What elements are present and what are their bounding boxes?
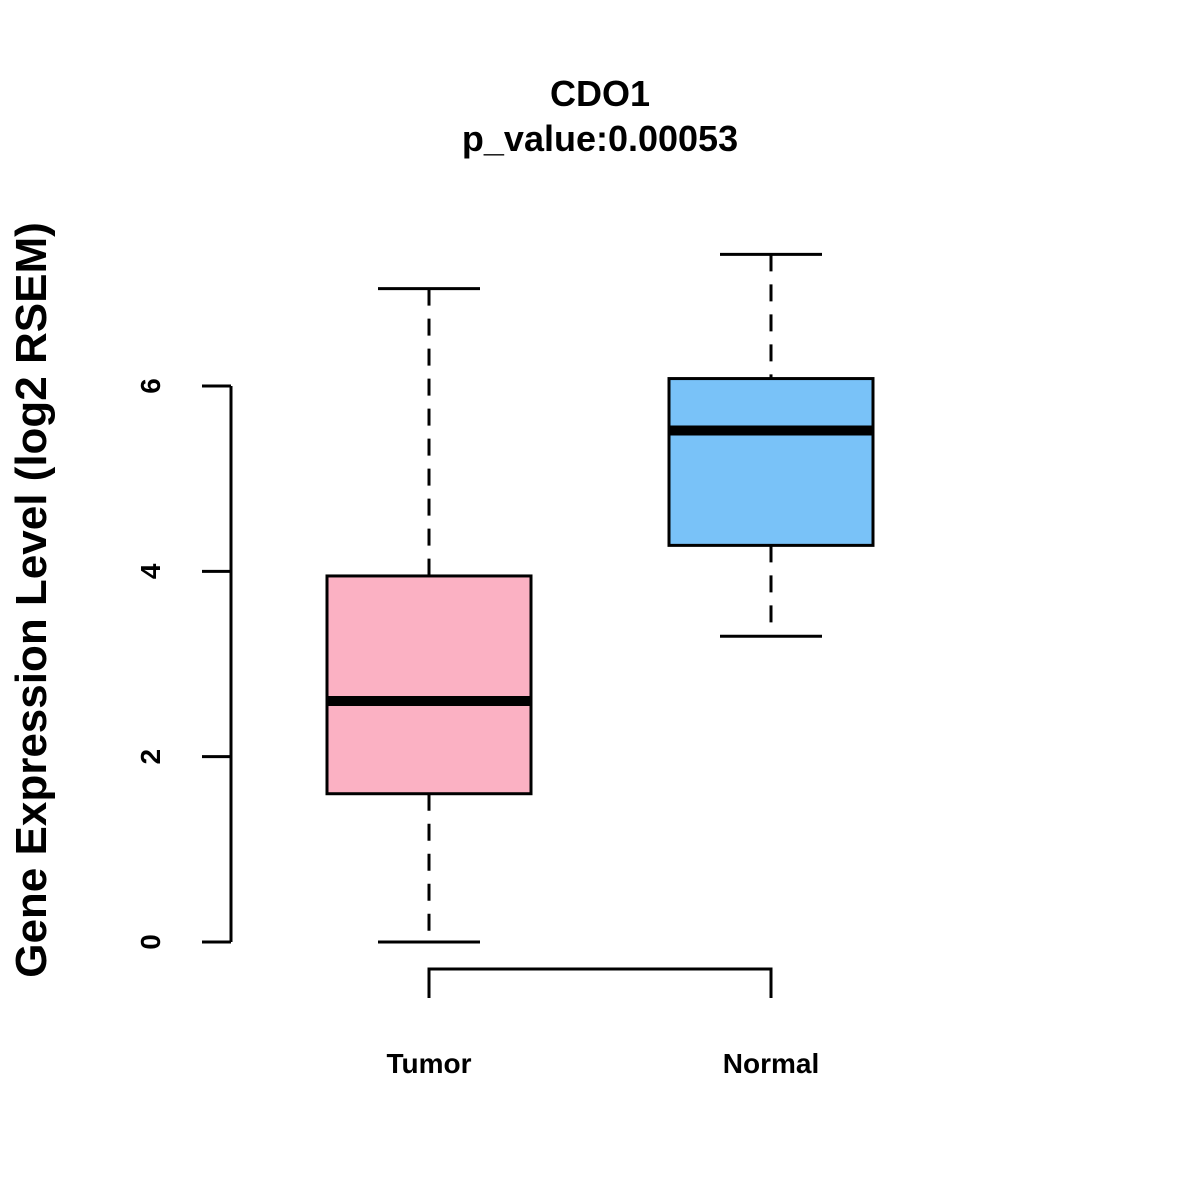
box-tumor [325, 574, 533, 796]
y-tick-label: 4 [135, 563, 166, 579]
y-tick-label: 6 [135, 378, 166, 394]
box-group-tumor [325, 287, 533, 944]
x-tick-label: Normal [723, 1048, 819, 1079]
chart-title: CDO1 [550, 73, 650, 114]
y-tick-label: 2 [135, 749, 166, 765]
y-tick-label: 0 [135, 934, 166, 950]
x-tick-label: Tumor [386, 1048, 471, 1079]
box-group-normal [667, 252, 875, 638]
boxes [325, 252, 875, 944]
chart-subtitle: p_value:0.00053 [462, 118, 738, 159]
x-axis: Tumor Normal [386, 967, 819, 1079]
y-axis-label: Gene Expression Level (log2 RSEM) [7, 222, 56, 978]
y-axis: 0 2 4 6 [135, 378, 233, 950]
x-axis-bracket [427, 967, 773, 998]
box-normal [667, 377, 875, 547]
